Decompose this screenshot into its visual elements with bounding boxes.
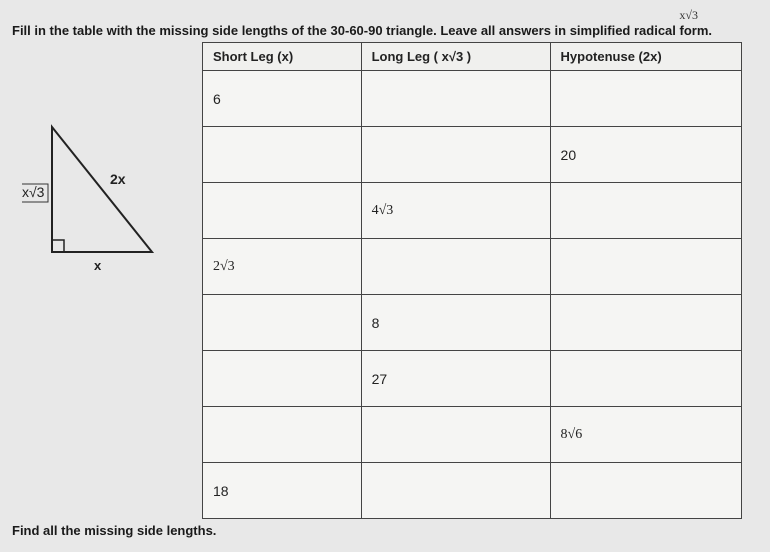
instruction-text: Fill in the table with the missing side … [12, 23, 758, 38]
cell-short[interactable] [203, 127, 362, 183]
cell-long[interactable]: 4√3 [361, 183, 550, 239]
left-column: x√3 2x x [12, 42, 202, 287]
cell-long[interactable] [361, 463, 550, 519]
cell-hyp[interactable] [550, 463, 741, 519]
cell-hyp[interactable]: 8√6 [550, 407, 741, 463]
cell-long[interactable] [361, 71, 550, 127]
triangle-hyp-label: 2x [110, 171, 126, 187]
main-container: x√3 2x x Short Leg (x) Long Leg ( x√3 ) … [12, 42, 758, 519]
cell-short[interactable] [203, 183, 362, 239]
footer-instruction: Find all the missing side lengths. [12, 523, 758, 538]
cell-hyp[interactable] [550, 183, 741, 239]
cell-short[interactable] [203, 351, 362, 407]
table-row: 8 [203, 295, 742, 351]
cell-hyp[interactable]: 20 [550, 127, 741, 183]
cell-short[interactable] [203, 295, 362, 351]
table-row: 18 [203, 463, 742, 519]
triangle-base-label: x [94, 258, 102, 273]
table-row: 20 [203, 127, 742, 183]
triangle-vert-label: x√3 [22, 184, 45, 200]
cell-short[interactable]: 18 [203, 463, 362, 519]
cell-long[interactable]: 27 [361, 351, 550, 407]
table-row: 27 [203, 351, 742, 407]
cell-long[interactable] [361, 127, 550, 183]
cell-hyp[interactable] [550, 351, 741, 407]
table-row: 8√6 [203, 407, 742, 463]
cell-long[interactable] [361, 239, 550, 295]
cell-hyp[interactable] [550, 239, 741, 295]
table-header-row: Short Leg (x) Long Leg ( x√3 ) Hypotenus… [203, 43, 742, 71]
cell-short[interactable] [203, 407, 362, 463]
top-hint: x√3 [679, 8, 698, 23]
cell-hyp[interactable] [550, 71, 741, 127]
table-row: 2√3 [203, 239, 742, 295]
header-short-leg: Short Leg (x) [203, 43, 362, 71]
table-row: 6 [203, 71, 742, 127]
header-long-leg: Long Leg ( x√3 ) [361, 43, 550, 71]
triangle-table: Short Leg (x) Long Leg ( x√3 ) Hypotenus… [202, 42, 742, 519]
cell-short[interactable]: 6 [203, 71, 362, 127]
cell-hyp[interactable] [550, 295, 741, 351]
cell-long[interactable] [361, 407, 550, 463]
triangle-diagram: x√3 2x x [22, 112, 202, 287]
cell-short[interactable]: 2√3 [203, 239, 362, 295]
table-row: 4√3 [203, 183, 742, 239]
cell-long[interactable]: 8 [361, 295, 550, 351]
header-hypotenuse: Hypotenuse (2x) [550, 43, 741, 71]
